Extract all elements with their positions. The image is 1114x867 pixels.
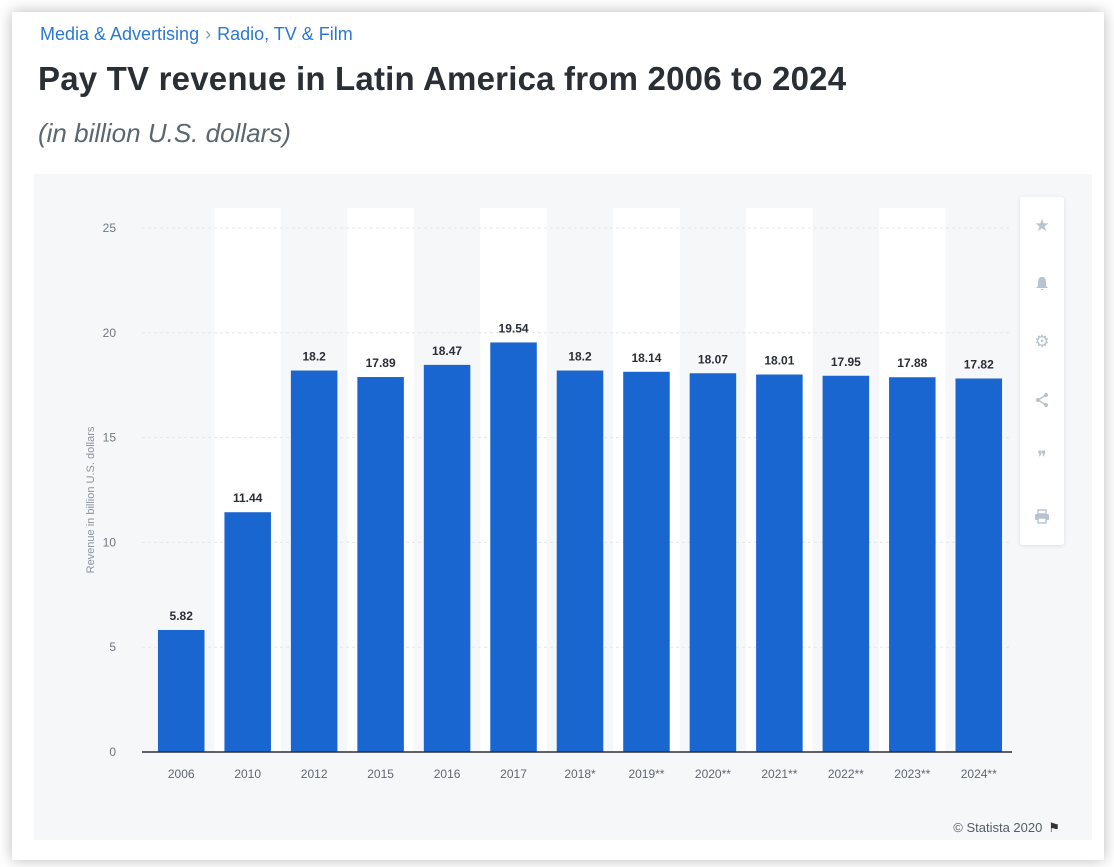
x-tick-label: 2022** (828, 767, 864, 781)
chart-toolbar: ★ ⚙ ❞ (1020, 197, 1064, 545)
bar-2019 (623, 371, 670, 752)
gear-icon[interactable]: ⚙ (1034, 332, 1050, 351)
flag-icon[interactable]: ⚑ (1048, 820, 1060, 835)
data-label: 18.47 (432, 344, 462, 358)
bar-2021 (756, 374, 803, 752)
y-tick-label: 15 (103, 431, 117, 445)
bar-2012 (290, 370, 338, 752)
bar-2020 (689, 373, 737, 752)
breadcrumb-separator: › (205, 24, 212, 44)
y-tick-label: 20 (103, 326, 117, 340)
bell-icon[interactable] (1020, 255, 1064, 313)
x-tick-label: 2006 (168, 767, 195, 781)
breadcrumb-link-media-advertising[interactable]: Media & Advertising (40, 24, 200, 44)
x-tick-label: 2012 (301, 767, 328, 781)
page-subtitle: (in billion U.S. dollars) (38, 118, 291, 148)
data-label: 17.82 (964, 357, 994, 371)
bar-chart: 0 5 10 15 20 25 Revenue in billion U.S. dollar… (85, 208, 1012, 781)
data-label: 19.54 (499, 321, 529, 335)
x-tick-label: 2024** (961, 767, 997, 781)
print-icon[interactable] (1020, 487, 1064, 545)
bar-2017 (490, 342, 537, 752)
breadcrumb-link-radio-tv-film[interactable]: Radio, TV & Film (217, 24, 353, 44)
y-axis-label: Revenue in billion U.S. dollars (85, 426, 97, 573)
bar-2016 (423, 364, 471, 752)
y-tick-label: 10 (103, 535, 117, 549)
data-label: 17.89 (366, 356, 396, 370)
y-tick-label: 0 (109, 745, 116, 759)
data-label: 17.95 (831, 355, 861, 369)
share-icon[interactable] (1020, 371, 1064, 429)
bar-2024 (955, 378, 1003, 752)
page-frame: Media & Advertising › Radio, TV & Film Pay… (12, 12, 1104, 860)
x-tick-label: 2023** (894, 767, 930, 781)
chart-panel: 0 5 10 15 20 25 Revenue in billion U.S. dollar… (34, 174, 1092, 840)
data-label: 18.14 (631, 351, 661, 365)
quote-icon[interactable]: ❞ (1037, 448, 1047, 467)
data-label: 11.44 (233, 491, 263, 505)
credit-text: © Statista 2020 (953, 820, 1043, 835)
bar-2006 (157, 630, 205, 752)
bar-2023 (889, 377, 936, 752)
y-tick-label: 5 (109, 640, 116, 654)
x-tick-label: 2015 (367, 767, 394, 781)
data-label: 18.2 (568, 350, 592, 364)
y-tick-label: 25 (103, 221, 117, 235)
data-label: 18.2 (302, 350, 326, 364)
bar-2015 (357, 377, 404, 752)
breadcrumb: Media & Advertising › Radio, TV & Film (40, 24, 353, 45)
bar-2022 (822, 375, 870, 752)
star-icon[interactable]: ★ (1034, 216, 1050, 235)
x-tick-label: 2021** (761, 767, 797, 781)
x-tick-label: 2018* (564, 767, 596, 781)
page-title: Pay TV revenue in Latin America from 200… (38, 60, 847, 97)
bar-2018 (556, 370, 604, 752)
data-label: 18.01 (764, 354, 794, 368)
x-tick-label: 2010 (234, 767, 261, 781)
x-tick-label: 2016 (434, 767, 461, 781)
x-tick-label: 2017 (500, 767, 527, 781)
statista-credit[interactable]: © Statista 2020 ⚑ (953, 820, 1060, 836)
bar-2010 (224, 512, 271, 752)
data-label: 17.88 (897, 356, 927, 370)
data-label: 5.82 (170, 609, 194, 623)
x-tick-label: 2020** (695, 767, 731, 781)
x-tick-label: 2019** (628, 767, 664, 781)
data-label: 18.07 (698, 352, 728, 366)
